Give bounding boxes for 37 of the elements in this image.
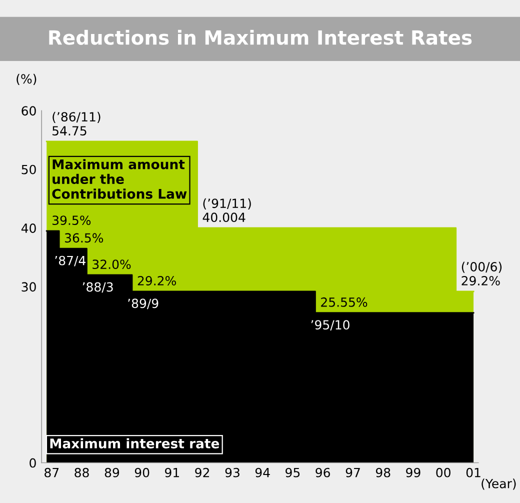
- annotation: ’95/10: [311, 320, 350, 331]
- x-tick-label: 89: [104, 468, 120, 478]
- annotation: ’88/3: [82, 282, 113, 293]
- x-axis-title: (Year): [482, 478, 516, 490]
- data-label: 36.5%: [64, 233, 104, 243]
- annotation: ’87/4: [55, 256, 86, 266]
- data-label: 32.0%: [92, 260, 131, 270]
- y-tick-label: 0: [30, 458, 36, 468]
- series-label: Maximum amount under the Contributions Law: [52, 159, 187, 199]
- data-label: (’91/11) 40.004: [202, 198, 251, 222]
- data-label: (’00/6) 29.2%: [462, 262, 502, 286]
- x-tick-label: 01: [466, 468, 480, 478]
- y-tick-label: 50: [22, 164, 36, 174]
- x-tick-label: 91: [165, 468, 179, 478]
- x-tick-label: 94: [255, 468, 270, 478]
- data-label: 39.5%: [52, 216, 91, 226]
- x-tick-label: 97: [346, 468, 360, 478]
- annotation: ’89/9: [128, 298, 158, 310]
- series-label: Maximum interest rate: [50, 438, 220, 448]
- y-tick-label: 30: [22, 282, 36, 292]
- x-tick-label: 93: [225, 468, 240, 478]
- data-label: (’86/11) 54.75: [52, 112, 100, 136]
- data-label: 25.55%: [321, 297, 368, 307]
- data-label: 29.2%: [138, 276, 176, 286]
- x-tick-label: 88: [74, 468, 89, 478]
- x-tick-label: 00: [436, 468, 450, 478]
- x-tick-label: 87: [44, 468, 59, 478]
- x-tick-label: 92: [195, 468, 209, 478]
- y-tick-label: 40: [21, 224, 36, 233]
- y-tick-label: 60: [22, 106, 36, 116]
- x-tick-label: 96: [316, 468, 330, 478]
- x-tick-label: 98: [376, 468, 390, 478]
- x-tick-label: 95: [286, 468, 300, 478]
- chart-title: Reductions in Maximum Interest Rates: [49, 30, 472, 45]
- x-tick-label: 90: [134, 468, 150, 478]
- y-axis-title: (%): [16, 74, 36, 86]
- x-tick-label: 99: [406, 468, 420, 478]
